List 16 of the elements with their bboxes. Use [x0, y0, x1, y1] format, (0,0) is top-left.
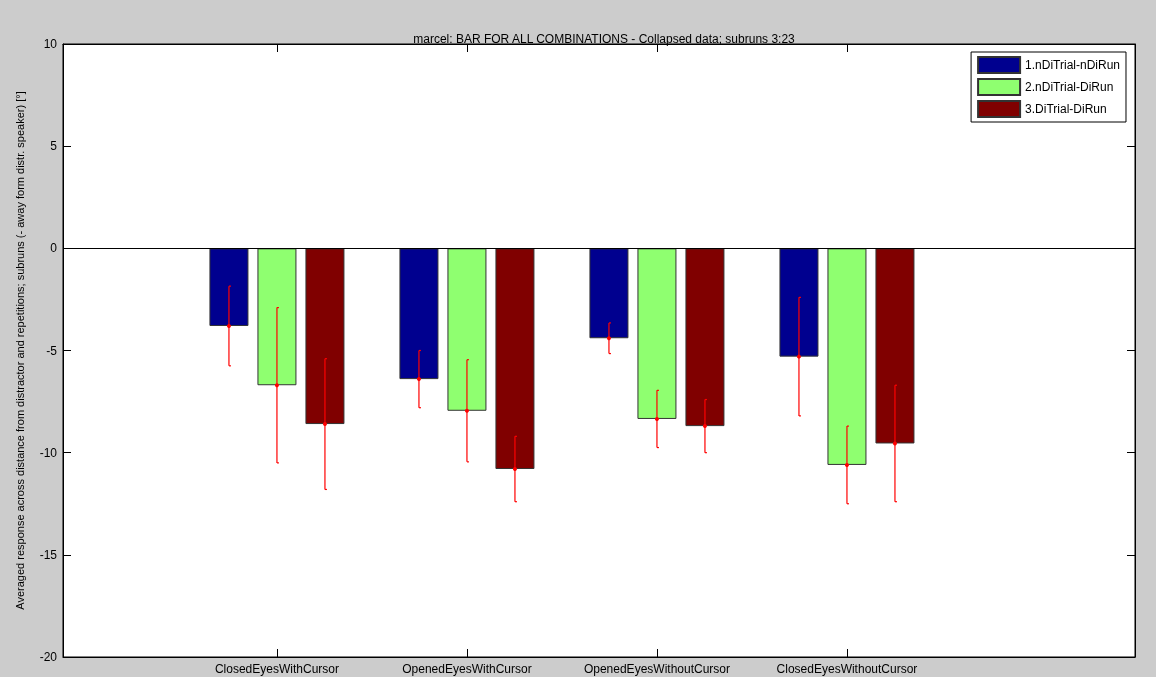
x-tick-label: OpenedEyesWithCursor	[402, 662, 532, 676]
y-tick-label: 10	[43, 37, 58, 51]
y-tick-label: 5	[50, 139, 58, 154]
y-tick-label: -20	[39, 650, 58, 664]
legend-label: 1.nDiTrial-nDiRun	[1025, 58, 1121, 72]
y-tick-label: 0	[50, 241, 58, 256]
x-tick-label: OpenedEyesWithoutCursor	[583, 662, 730, 676]
y-axis-title: Averaged response across distance from distractor and repetitions; subruns (- away form distr. speaker) [°]	[13, 91, 26, 610]
y-tick-label: -5	[46, 343, 58, 358]
legend-label: 2.nDiTrial-DiRun	[1025, 80, 1114, 94]
y-tick-label: -15	[39, 547, 58, 562]
legend-label: 3.DiTrial-DiRun	[1025, 102, 1107, 116]
x-tick-label: ClosedEyesWithoutCursor	[776, 662, 918, 676]
x-tick-label: ClosedEyesWithCursor	[214, 662, 339, 676]
chart-title: marcel: BAR FOR ALL COMBINATIONS - Collapsed data; subruns 3:23	[413, 32, 796, 46]
y-tick-label: -10	[39, 445, 58, 460]
